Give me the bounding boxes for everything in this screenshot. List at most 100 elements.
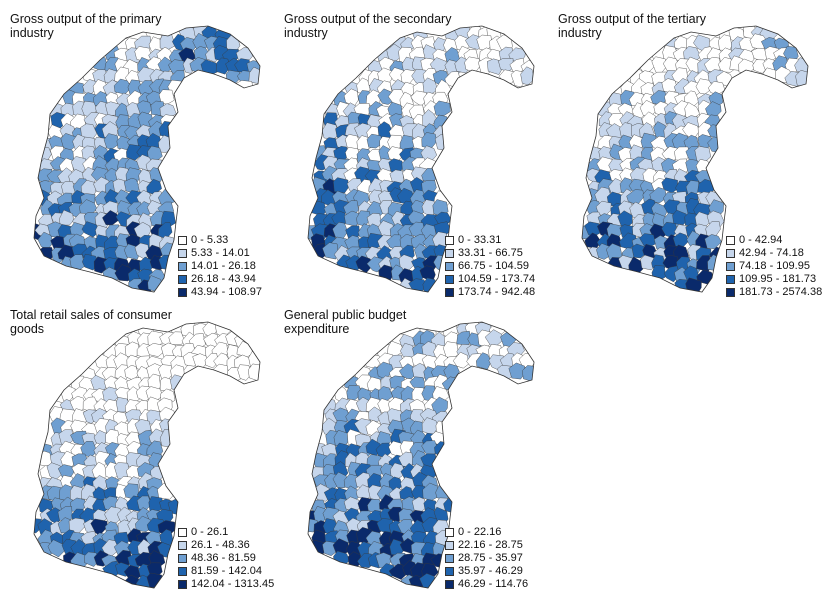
map-legend: 0 - 33.31 33.31 - 66.75 66.75 - 104.59 1… [445, 234, 535, 299]
legend-swatch [178, 288, 187, 297]
map-title: General public budget expenditure [284, 308, 407, 336]
legend-swatch [178, 249, 187, 258]
map-panel-retail-sales: Total retail sales of consumer goods 0 -… [8, 304, 284, 604]
legend-label: 26.18 - 43.94 [191, 273, 256, 285]
map-panel-tertiary-industry: Gross output of the tertiary industry 0 … [556, 8, 832, 308]
legend-swatch [178, 554, 187, 563]
legend-item: 0 - 5.33 [178, 234, 262, 247]
legend-swatch [178, 262, 187, 271]
legend-label: 26.1 - 48.36 [191, 539, 250, 551]
map-region [649, 187, 668, 204]
map-region [694, 146, 711, 163]
legend-swatch [726, 288, 735, 297]
legend-swatch [726, 262, 735, 271]
legend-label: 42.94 - 74.18 [739, 247, 804, 259]
legend-label: 74.18 - 109.95 [739, 260, 810, 272]
legend-item: 109.95 - 181.73 [726, 273, 822, 286]
legend-item: 0 - 22.16 [445, 526, 528, 539]
choropleth-map [581, 25, 809, 293]
legend-label: 104.59 - 173.74 [458, 273, 536, 285]
legend-label: 181.73 - 2574.38 [739, 286, 823, 298]
map-panel-primary-industry: Gross output of the primary industry 0 -… [8, 8, 284, 308]
map-region [237, 364, 253, 381]
legend-swatch [178, 236, 187, 245]
legend-label: 66.75 - 104.59 [458, 260, 529, 272]
legend-item: 28.75 - 35.97 [445, 552, 528, 565]
legend-item: 0 - 33.31 [445, 234, 535, 247]
legend-item: 26.1 - 48.36 [178, 539, 274, 552]
legend-swatch [178, 541, 187, 550]
map-panel-secondary-industry: Gross output of the secondary industry 0… [282, 8, 558, 308]
legend-label: 43.94 - 108.97 [191, 286, 262, 298]
legend-swatch [178, 567, 187, 576]
legend-swatch [445, 580, 454, 589]
legend-label: 109.95 - 181.73 [739, 273, 817, 285]
legend-item: 0 - 26.1 [178, 526, 274, 539]
legend-item: 14.01 - 26.18 [178, 260, 262, 273]
legend-item: 33.31 - 66.75 [445, 247, 535, 260]
legend-swatch [445, 249, 454, 258]
legend-swatch [726, 249, 735, 258]
legend-swatch [445, 262, 454, 271]
legend-label: 0 - 26.1 [191, 526, 229, 538]
map-region [322, 242, 339, 260]
legend-label: 0 - 22.16 [458, 526, 502, 538]
legend-swatch [726, 275, 735, 284]
legend-item: 46.29 - 114.76 [445, 578, 528, 591]
map-region [114, 264, 133, 282]
map-region [508, 362, 525, 380]
legend-item: 81.59 - 142.04 [178, 565, 274, 578]
legend-swatch [445, 541, 454, 550]
legend-swatch [445, 528, 454, 537]
map-legend: 0 - 26.1 26.1 - 48.36 48.36 - 81.59 81.5… [178, 526, 274, 591]
map-region [146, 572, 164, 588]
legend-item: 181.73 - 2574.38 [726, 286, 822, 299]
map-region [215, 57, 231, 75]
legend-label: 46.29 - 114.76 [458, 578, 529, 590]
legend-swatch [445, 567, 454, 576]
map-outline [33, 321, 261, 589]
map-region [168, 331, 185, 345]
legend-swatch [178, 528, 187, 537]
legend-swatch [445, 236, 454, 245]
map-region [333, 177, 349, 194]
map-region [377, 88, 396, 105]
map-region [36, 247, 55, 264]
legend-item: 5.33 - 14.01 [178, 247, 262, 260]
legend-item: 35.97 - 46.29 [445, 565, 528, 578]
map-region [81, 221, 100, 238]
map-regions [308, 322, 534, 588]
legend-label: 81.59 - 142.04 [191, 565, 262, 577]
map-region [146, 343, 166, 357]
legend-item: 173.74 - 942.48 [445, 286, 535, 299]
map-legend: 0 - 5.33 5.33 - 14.01 14.01 - 26.18 26.1… [178, 234, 262, 299]
map-outline [307, 321, 535, 589]
legend-label: 0 - 33.31 [458, 234, 502, 246]
map-regions [582, 26, 808, 292]
map-outline [33, 25, 261, 293]
map-region [366, 133, 383, 149]
map-region [476, 352, 492, 370]
map-region [104, 506, 124, 524]
map-panel-budget-expenditure: General public budget expenditure 0 - 22… [282, 304, 558, 604]
map-legend: 0 - 22.16 22.16 - 28.75 28.75 - 35.97 35… [445, 526, 528, 591]
legend-swatch [178, 275, 187, 284]
map-region [135, 515, 152, 532]
legend-label: 48.36 - 81.59 [191, 552, 256, 564]
map-region [126, 144, 142, 161]
legend-item: 48.36 - 81.59 [178, 552, 274, 565]
legend-label: 5.33 - 14.01 [191, 247, 250, 259]
map-region [59, 209, 74, 226]
legend-item: 104.59 - 173.74 [445, 273, 535, 286]
legend-item: 0 - 42.94 [726, 234, 822, 247]
legend-item: 22.16 - 28.75 [445, 539, 528, 552]
map-title: Gross output of the tertiary industry [558, 12, 706, 40]
map-title: Gross output of the primary industry [10, 12, 162, 40]
legend-swatch [726, 236, 735, 245]
legend-label: 142.04 - 1313.45 [191, 578, 275, 590]
map-title: Gross output of the secondary industry [284, 12, 452, 40]
legend-item: 43.94 - 108.97 [178, 286, 262, 299]
map-region [608, 178, 625, 194]
legend-label: 0 - 42.94 [739, 234, 783, 246]
legend-item: 42.94 - 74.18 [726, 247, 822, 260]
